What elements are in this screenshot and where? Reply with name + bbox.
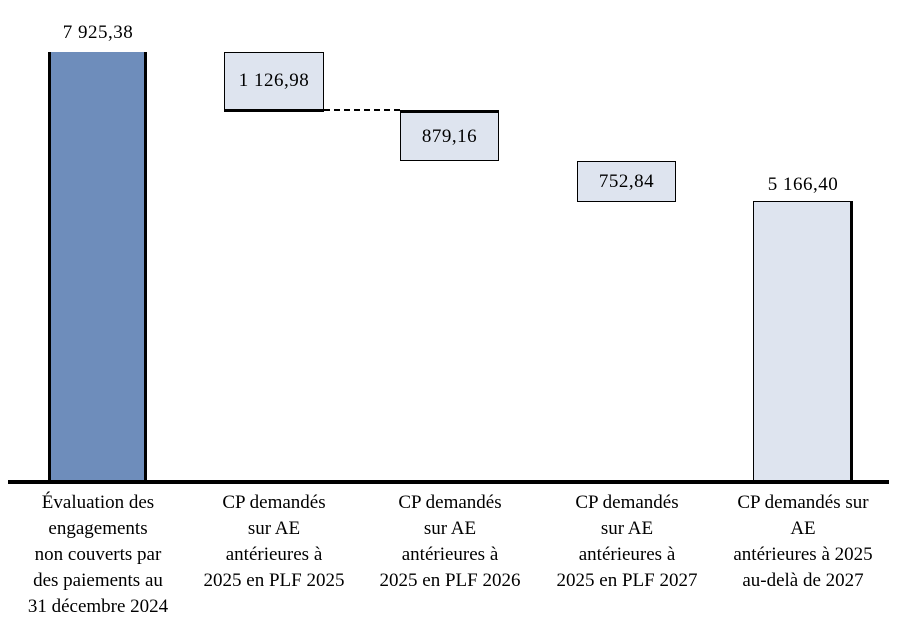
bar-evaluation-engagements: [48, 52, 147, 480]
bar-cp-plf-2027: 752,84: [577, 161, 676, 202]
bar-cp-beyond-2027: [753, 201, 853, 480]
value-label-beyond-2027: 5 166,40: [767, 174, 839, 195]
bar-cp-plf-2025: 1 126,98: [224, 52, 324, 112]
value-label-plf-2026: 879,16: [421, 125, 478, 147]
category-label-plf-2026: CP demandés sur AE antérieures à 2025 en…: [379, 492, 521, 591]
bar-cp-plf-2026: 879,16: [400, 110, 499, 161]
value-label-evaluation: 7 925,38: [62, 22, 134, 43]
x-axis-line: [8, 480, 889, 484]
category-label-plf-2027: CP demandés sur AE antérieures à 2025 en…: [556, 492, 698, 591]
value-label-plf-2027: 752,84: [598, 170, 655, 192]
category-label-beyond-2027: CP demandés sur AE antérieures à 2025 au…: [733, 492, 873, 591]
category-label-plf-2025: CP demandés sur AE antérieures à 2025 en…: [203, 492, 345, 591]
dashed-connector-line: [324, 109, 400, 111]
value-label-plf-2025: 1 126,98: [238, 70, 310, 91]
category-label-evaluation: Évaluation des engagements non couverts …: [27, 492, 169, 617]
